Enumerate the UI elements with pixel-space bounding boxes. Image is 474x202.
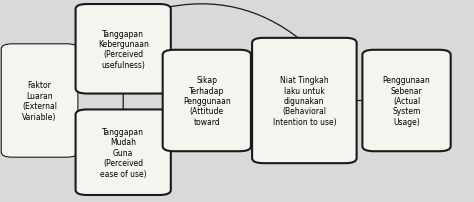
- FancyBboxPatch shape: [1, 45, 78, 157]
- FancyBboxPatch shape: [75, 110, 171, 195]
- FancyBboxPatch shape: [163, 50, 251, 152]
- Text: Tanggapan
Mudah
Guna
(Perceived
ease of use): Tanggapan Mudah Guna (Perceived ease of …: [100, 127, 146, 178]
- FancyBboxPatch shape: [363, 50, 451, 152]
- Text: Faktor
Luaran
(External
Variable): Faktor Luaran (External Variable): [22, 81, 57, 121]
- Text: Niat Tingkah
laku untuk
digunakan
(Behavioral
Intention to use): Niat Tingkah laku untuk digunakan (Behav…: [273, 76, 336, 126]
- Text: Sikap
Terhadap
Penggunaan
(Attitude
toward: Sikap Terhadap Penggunaan (Attitude towa…: [183, 76, 231, 126]
- FancyBboxPatch shape: [75, 5, 171, 94]
- Text: Penggunaan
Sebenar
(Actual
System
Usage): Penggunaan Sebenar (Actual System Usage): [383, 76, 430, 126]
- Text: Tanggapan
Kebergunaan
(Perceived
usefulness): Tanggapan Kebergunaan (Perceived usefuln…: [98, 29, 149, 69]
- FancyBboxPatch shape: [252, 39, 356, 163]
